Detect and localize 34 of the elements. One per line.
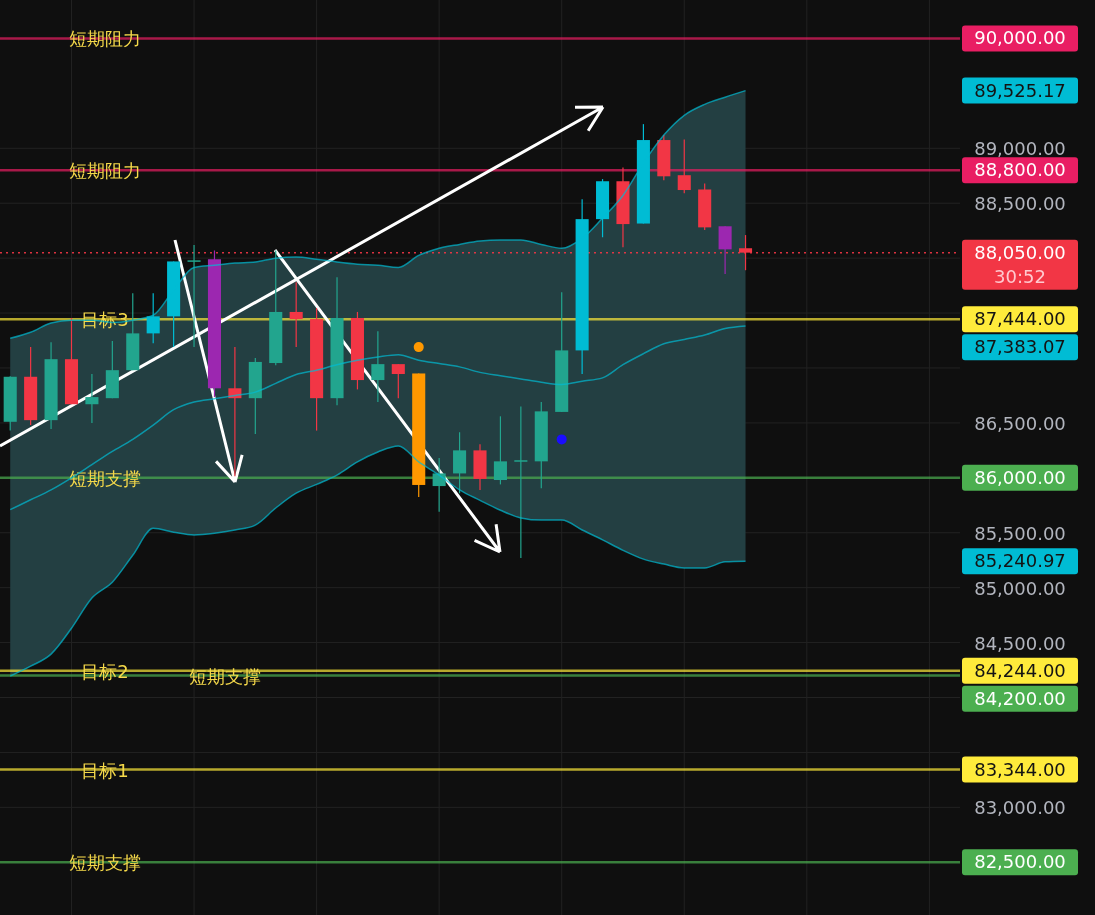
y-tick-label: 85,000.00 (974, 577, 1066, 599)
ref-line-label: 短期支撑 (69, 852, 141, 874)
ref-line-label: 短期支撑 (189, 665, 261, 687)
y-tick-label: 86,500.00 (974, 412, 1066, 434)
candlestick (493, 415, 507, 486)
text: 83,344.00 (974, 758, 1066, 780)
text: 84,244.00 (974, 659, 1066, 681)
candlestick (289, 281, 303, 348)
y-tick-label: 89,000.00 (974, 138, 1066, 160)
y-tick-label: 85,500.00 (974, 522, 1066, 544)
candlestick (677, 138, 691, 194)
y-tick-label: 84,500.00 (974, 632, 1066, 654)
text: 30:52 (994, 265, 1046, 287)
text: 89,525.17 (974, 79, 1066, 101)
ref-line-label: 短期支撑 (69, 467, 141, 489)
candlestick (371, 330, 385, 403)
candlestick (432, 457, 446, 513)
candlestick (514, 405, 528, 559)
candlestick (391, 363, 405, 399)
text: 86,000.00 (974, 466, 1066, 488)
text: 87,444.00 (974, 308, 1066, 330)
text: 84,200.00 (974, 687, 1066, 709)
candlestick (187, 244, 201, 348)
text: 90,000.00 (974, 27, 1066, 49)
text: 82,500.00 (974, 851, 1066, 873)
text: 87,383.07 (974, 336, 1066, 358)
candlestick (85, 373, 99, 424)
y-tick-label: 88,500.00 (974, 193, 1066, 215)
candlestick (718, 225, 732, 275)
text: 88,800.00 (974, 159, 1066, 181)
text: 85,240.97 (974, 550, 1066, 572)
text: 88,050.00 (974, 241, 1066, 263)
y-tick-label: 83,000.00 (974, 797, 1066, 819)
candlestick (453, 431, 467, 494)
